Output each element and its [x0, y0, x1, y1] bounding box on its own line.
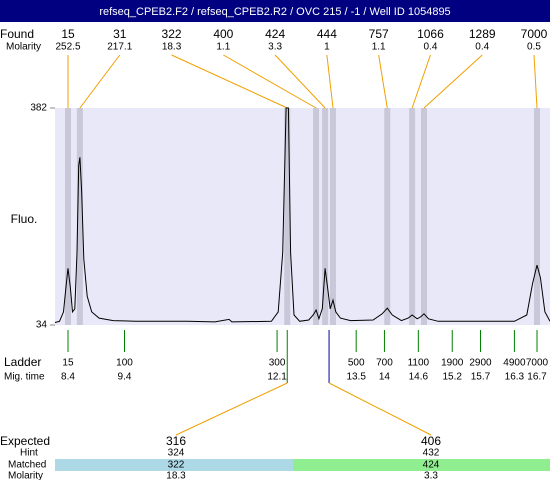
y-axis-label: Fluo.	[11, 212, 38, 226]
ladder-time: 14	[379, 372, 391, 383]
found-molarity: 252.5	[55, 42, 80, 53]
peak-connector	[378, 54, 388, 109]
ladder-size: 500	[348, 358, 365, 369]
found-size: 31	[113, 27, 127, 41]
peak-band	[534, 108, 541, 325]
expected-size: 406	[421, 434, 441, 448]
found-molarity: 3.3	[268, 42, 282, 53]
expected-connector	[175, 382, 288, 436]
found-size: 400	[213, 27, 233, 41]
found-size: 1066	[417, 27, 444, 41]
found-molarity: 1	[324, 42, 330, 53]
ladder-time: 14.6	[409, 372, 429, 383]
found-size: 7000	[521, 27, 548, 41]
ladder-time: 15.2	[443, 372, 463, 383]
peak-band	[384, 108, 391, 325]
title-bar	[0, 0, 550, 22]
ladder-size: 2900	[469, 358, 492, 369]
ladder-time: 12.1	[267, 372, 287, 383]
found-molarity: 0.4	[423, 42, 437, 53]
peak-connector	[423, 54, 483, 109]
found-size: 424	[265, 27, 285, 41]
trace-line	[54, 107, 550, 323]
peak-band	[64, 108, 71, 325]
plot-area	[55, 108, 550, 325]
ladder-time: 8.4	[61, 372, 75, 383]
peak-band	[330, 108, 337, 325]
found-molarity: 0.4	[475, 42, 489, 53]
ladder-time: 16.3	[505, 372, 525, 383]
expected-connector	[328, 382, 432, 436]
expected-label: Expected	[0, 434, 50, 448]
matched-molarity: 3.3	[424, 471, 438, 480]
matched-size: 424	[423, 460, 440, 471]
peak-connector	[533, 54, 538, 109]
hint-size: 324	[168, 448, 185, 459]
found-size: 15	[61, 27, 75, 41]
hint-size: 432	[423, 448, 440, 459]
found-molarity: 0.5	[527, 42, 541, 53]
ladder-label: Ladder	[4, 355, 41, 369]
peak-band	[322, 108, 329, 325]
found-molarity: 1.1	[216, 42, 230, 53]
matched-cell	[293, 459, 550, 471]
ladder-size: 100	[116, 358, 133, 369]
ladder-time: 9.4	[118, 372, 132, 383]
y-tick-label: 382	[30, 103, 47, 114]
peak-band	[313, 108, 320, 325]
peak-connector	[223, 54, 317, 109]
ladder-size: 300	[269, 358, 286, 369]
ladder-time: 16.7	[527, 372, 547, 383]
peak-connector	[274, 54, 326, 109]
peak-band	[409, 108, 416, 325]
mig-time-label: Mig. time	[4, 372, 45, 383]
peak-band	[420, 108, 427, 325]
hint-label: Hint	[20, 448, 38, 459]
peak-connector	[411, 54, 431, 109]
ladder-size: 1900	[441, 358, 464, 369]
molarity-label: Molarity	[6, 42, 41, 53]
found-size: 322	[162, 27, 182, 41]
y-tick-label: 34	[36, 320, 48, 331]
peak-connector	[79, 54, 121, 109]
found-molarity: 217.1	[107, 42, 132, 53]
found-size: 1289	[469, 27, 496, 41]
peak-connector	[326, 54, 334, 109]
peak-connector	[171, 54, 288, 109]
chart-title: refseq_CPEB2.F2 / refseq_CPEB2.R2 / OVC …	[99, 6, 450, 18]
ladder-size: 7000	[526, 358, 549, 369]
ladder-time: 13.5	[346, 372, 366, 383]
found-molarity: 1.1	[372, 42, 386, 53]
peak-band	[284, 108, 291, 325]
peak-band	[76, 108, 83, 325]
ladder-size: 1100	[408, 358, 430, 369]
molarity-label: Molarity	[8, 471, 43, 480]
matched-label: Matched	[8, 460, 46, 471]
expected-size: 316	[166, 434, 186, 448]
ladder-size: 700	[376, 358, 393, 369]
found-size: 444	[317, 27, 337, 41]
found-molarity: 18.3	[162, 42, 182, 53]
matched-molarity: 18.3	[166, 471, 186, 480]
ladder-time: 15.7	[471, 372, 491, 383]
matched-cell	[55, 459, 293, 471]
found-label: Found	[0, 27, 34, 41]
ladder-size: 4900	[503, 358, 526, 369]
found-size: 757	[369, 27, 389, 41]
matched-size: 322	[168, 460, 185, 471]
ladder-size: 15	[62, 358, 74, 369]
